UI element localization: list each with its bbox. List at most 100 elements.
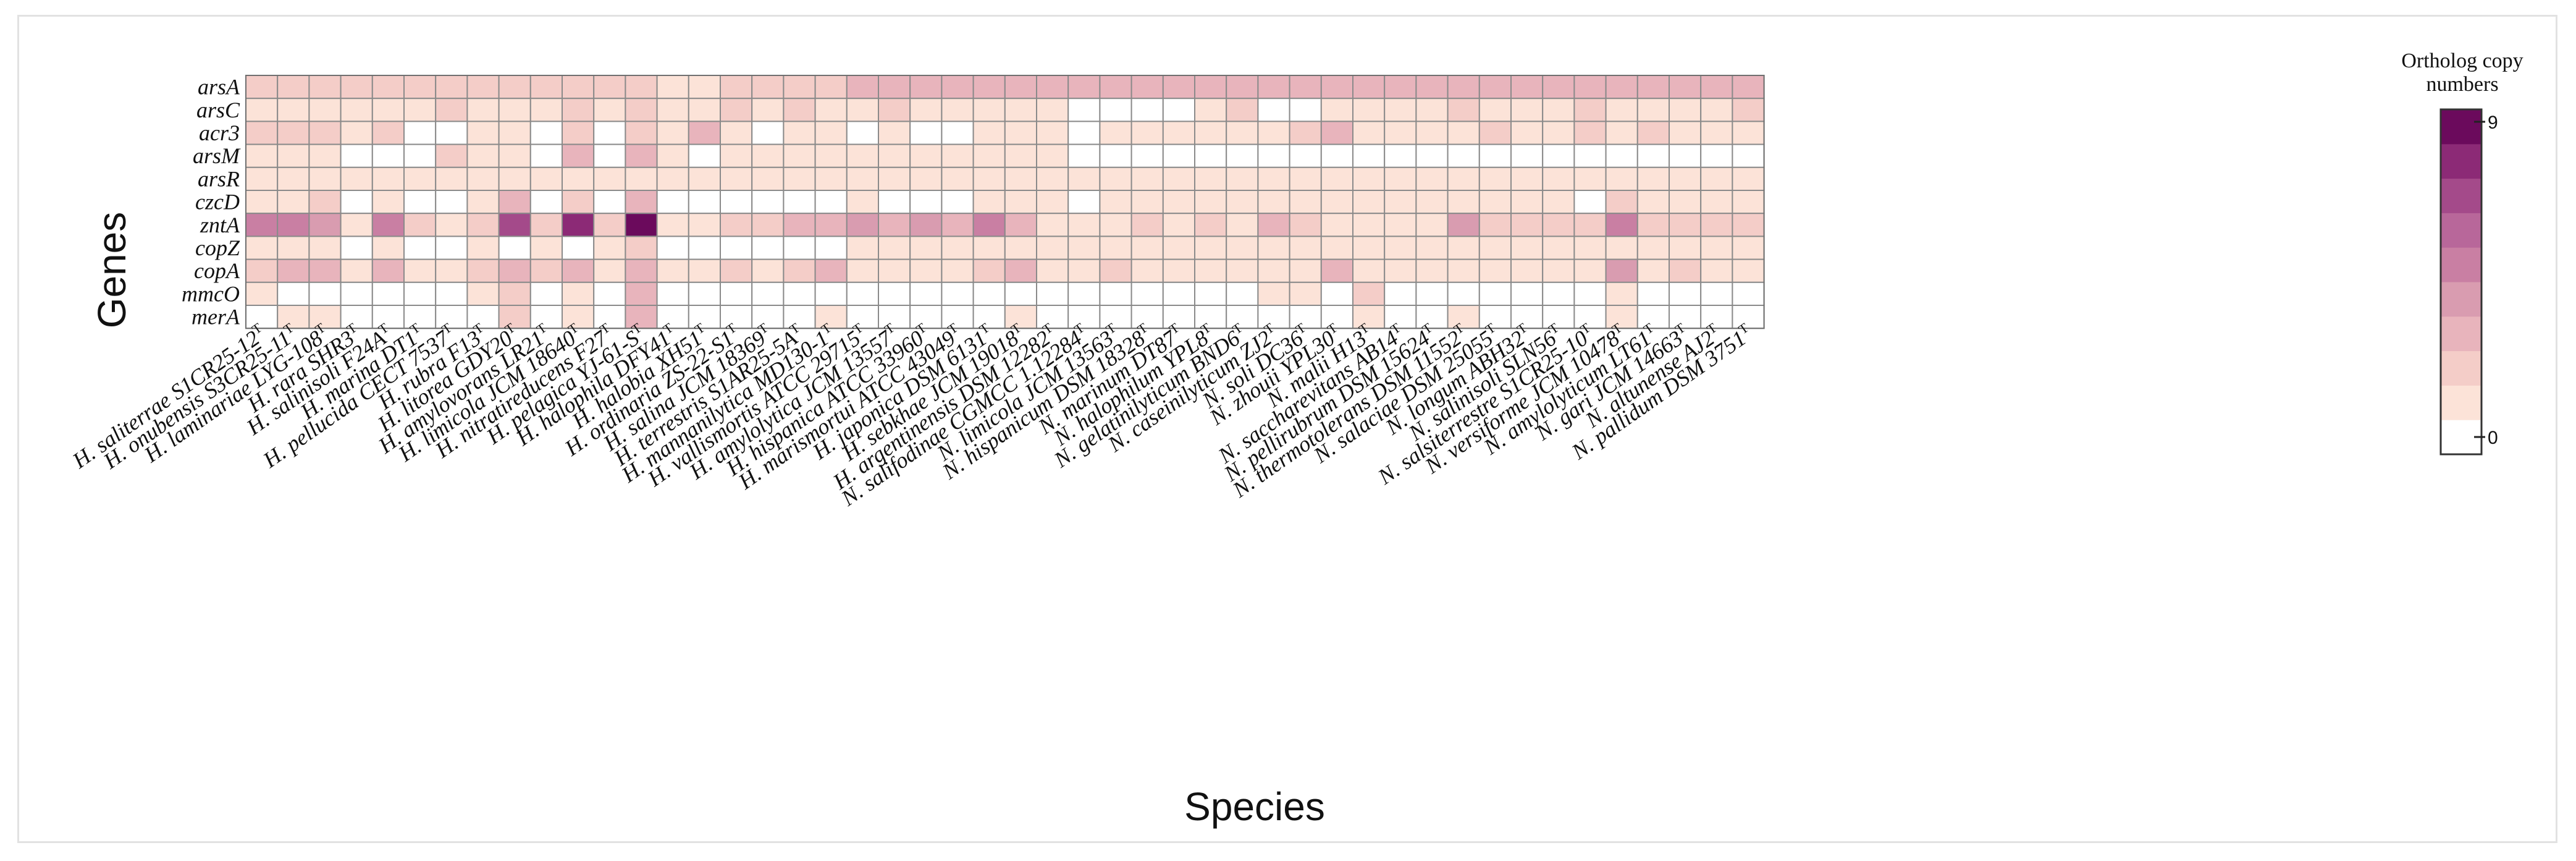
heatmap-cell <box>529 75 563 100</box>
heatmap-cell <box>1732 235 1765 260</box>
heatmap-cell <box>1194 213 1227 237</box>
heatmap-cell <box>1194 281 1227 306</box>
heatmap-cell <box>625 121 658 145</box>
heatmap-cell <box>1732 281 1765 306</box>
heatmap-cell <box>972 213 1006 237</box>
heatmap-cell <box>1036 213 1069 237</box>
heatmap-cell <box>1162 258 1196 283</box>
heatmap-cell <box>1099 143 1132 168</box>
heatmap-cell <box>1162 235 1196 260</box>
heatmap-cell <box>1510 213 1544 237</box>
heatmap-cell <box>1415 258 1449 283</box>
heatmap-cell <box>1669 98 1702 122</box>
heatmap-cell <box>340 213 373 237</box>
heatmap-cell <box>720 258 753 283</box>
gene-label: czcD <box>195 190 240 214</box>
heatmap-cell <box>1700 121 1733 145</box>
gene-labels: arsAarsCacr3arsMarsRczcDzntAcopZcopAmmcO… <box>182 75 241 329</box>
heatmap-cell <box>1004 213 1038 237</box>
heatmap-cell <box>1447 121 1480 145</box>
heatmap-cell <box>1130 281 1164 306</box>
heatmap-cell <box>909 98 943 122</box>
heatmap-cell <box>1036 98 1069 122</box>
heatmap-cell <box>1510 98 1544 122</box>
heatmap-cell <box>1384 258 1417 283</box>
heatmap-cell <box>656 98 689 122</box>
heatmap-cell <box>909 235 943 260</box>
heatmap-cell <box>1542 213 1575 237</box>
heatmap-cell <box>1573 190 1607 214</box>
heatmap-cell <box>1700 166 1733 192</box>
heatmap-cell <box>277 166 310 192</box>
heatmap-cell <box>245 98 279 122</box>
heatmap-cell <box>909 143 943 168</box>
heatmap-cell <box>403 213 437 237</box>
heatmap-cell <box>1605 98 1638 122</box>
heatmap-cell <box>1605 235 1638 260</box>
heatmap-cell <box>593 98 626 122</box>
heatmap-cell <box>878 75 911 100</box>
heatmap-cell <box>1605 258 1638 283</box>
heatmap-cell <box>562 75 595 100</box>
heatmap-cell <box>593 305 626 329</box>
heatmap-cell <box>1478 213 1512 237</box>
heatmap-cell <box>1320 281 1354 306</box>
heatmap-cell <box>1130 305 1164 329</box>
heatmap-cell <box>1700 235 1733 260</box>
heatmap-cell <box>498 75 531 100</box>
heatmap-cell <box>941 75 974 100</box>
heatmap-cell <box>529 235 563 260</box>
colorbar-segment <box>2441 178 2481 213</box>
heatmap-cell <box>308 143 342 168</box>
heatmap-cell <box>941 258 974 283</box>
heatmap-cell <box>562 166 595 192</box>
heatmap-cell <box>1352 258 1386 283</box>
heatmap-cell <box>245 235 279 260</box>
x-axis-title: Species <box>1184 784 1325 829</box>
heatmap-cell <box>1067 98 1101 122</box>
heatmap-cell <box>909 281 943 306</box>
heatmap-cell <box>1257 143 1290 168</box>
heatmap-cell <box>277 281 310 306</box>
heatmap-cell <box>1162 281 1196 306</box>
heatmap-cell <box>1542 98 1575 122</box>
heatmap-cell <box>498 166 531 192</box>
heatmap-cell <box>656 75 689 100</box>
heatmap-cell <box>1510 258 1544 283</box>
heatmap-cell <box>814 75 848 100</box>
heatmap-cell <box>435 121 468 145</box>
heatmap-cell <box>1226 75 1259 100</box>
heatmap-cell <box>972 121 1006 145</box>
heatmap-cell <box>1669 235 1702 260</box>
heatmap-cell <box>941 235 974 260</box>
heatmap-cell <box>1226 121 1259 145</box>
heatmap-cell <box>941 213 974 237</box>
heatmap-cell <box>1415 121 1449 145</box>
heatmap-cell <box>1636 143 1670 168</box>
heatmap-cell <box>1004 235 1038 260</box>
heatmap-cell <box>656 190 689 214</box>
heatmap-cell <box>277 143 310 168</box>
heatmap-cell <box>277 258 310 283</box>
heatmap-cell <box>1478 235 1512 260</box>
heatmap-cell <box>435 75 468 100</box>
heatmap-cell <box>1542 281 1575 306</box>
heatmap-cell <box>1384 75 1417 100</box>
heatmap-cell <box>371 143 405 168</box>
heatmap-cell <box>1194 235 1227 260</box>
heatmap-cell <box>1636 190 1670 214</box>
heatmap-cell <box>878 235 911 260</box>
heatmap-cell <box>1669 281 1702 306</box>
heatmap-cell <box>1067 121 1101 145</box>
heatmap-cell <box>1099 75 1132 100</box>
heatmap-cell <box>783 121 816 145</box>
heatmap-cell <box>498 143 531 168</box>
heatmap-cell <box>1573 121 1607 145</box>
heatmap-cell <box>1700 75 1733 100</box>
heatmap-cell <box>466 143 500 168</box>
heatmap-cell <box>878 258 911 283</box>
heatmap-cell <box>1510 143 1544 168</box>
heatmap-cell <box>308 75 342 100</box>
heatmap-cell <box>1320 213 1354 237</box>
